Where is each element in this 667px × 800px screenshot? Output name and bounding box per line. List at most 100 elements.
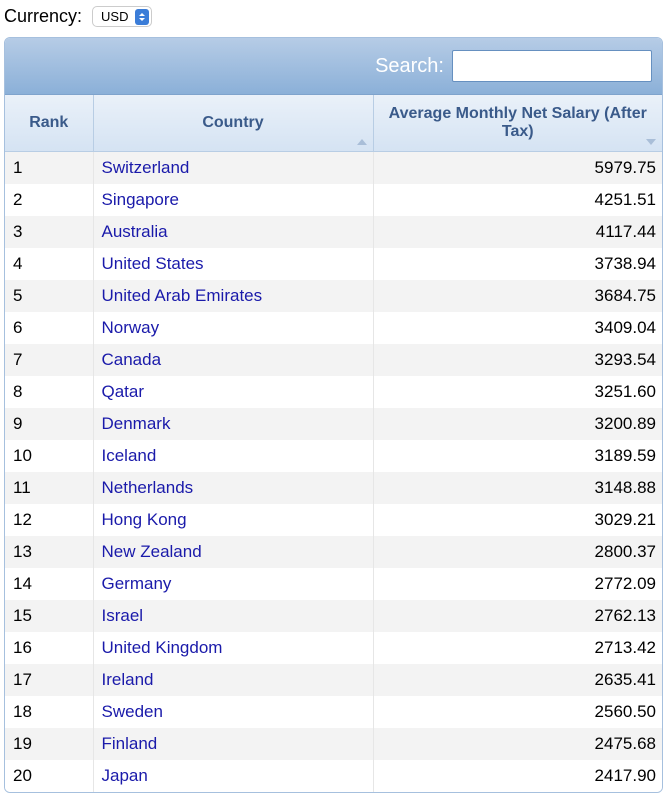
salary-cell: 3200.89 bbox=[373, 408, 662, 440]
rank-cell: 8 bbox=[5, 376, 93, 408]
country-link[interactable]: Finland bbox=[102, 734, 158, 753]
country-link[interactable]: United Arab Emirates bbox=[102, 286, 263, 305]
table-row: 18Sweden2560.50 bbox=[5, 696, 662, 728]
table-body: 1Switzerland5979.752Singapore4251.513Aus… bbox=[5, 152, 662, 793]
country-link[interactable]: Japan bbox=[102, 766, 148, 785]
salary-cell: 2417.90 bbox=[373, 760, 662, 792]
salary-cell: 2800.37 bbox=[373, 536, 662, 568]
country-cell: Netherlands bbox=[93, 472, 373, 504]
salary-cell: 2475.68 bbox=[373, 728, 662, 760]
country-link[interactable]: Israel bbox=[102, 606, 144, 625]
country-cell: New Zealand bbox=[93, 536, 373, 568]
country-cell: Ireland bbox=[93, 664, 373, 696]
salary-cell: 4117.44 bbox=[373, 216, 662, 248]
country-cell: United Kingdom bbox=[93, 632, 373, 664]
salary-cell: 3029.21 bbox=[373, 504, 662, 536]
country-link[interactable]: Hong Kong bbox=[102, 510, 187, 529]
rank-cell: 14 bbox=[5, 568, 93, 600]
header-text-country: Country bbox=[202, 114, 263, 131]
table-row: 8 Qatar 3251.60 bbox=[5, 376, 662, 408]
country-cell: Germany bbox=[93, 568, 373, 600]
country-cell: Japan bbox=[93, 760, 373, 792]
column-header-rank[interactable]: Rank bbox=[5, 95, 93, 152]
table-row: 13 New Zealand 2800.37 bbox=[5, 536, 662, 568]
country-link[interactable]: Qatar bbox=[102, 382, 145, 401]
country-link[interactable]: Denmark bbox=[102, 414, 171, 433]
table-row: 9 Denmark 3200.89 bbox=[5, 408, 662, 440]
country-cell: Switzerland bbox=[93, 152, 373, 185]
country-cell: Finland bbox=[93, 728, 373, 760]
country-link[interactable]: United Kingdom bbox=[102, 638, 223, 657]
table-row: 5United Arab Emirates3684.75 bbox=[5, 280, 662, 312]
salary-cell: 2713.42 bbox=[373, 632, 662, 664]
sort-up-icon bbox=[357, 139, 367, 145]
table-row: 11Netherlands3148.88 bbox=[5, 472, 662, 504]
rank-cell: 9 bbox=[5, 408, 93, 440]
rank-cell: 15 bbox=[5, 600, 93, 632]
country-cell: Denmark bbox=[93, 408, 373, 440]
country-link[interactable]: Canada bbox=[102, 350, 162, 369]
currency-label: Currency: bbox=[4, 6, 82, 27]
rank-cell: 17 bbox=[5, 664, 93, 696]
search-input[interactable] bbox=[452, 50, 652, 82]
country-cell: Qatar bbox=[93, 376, 373, 408]
rank-cell: 7 bbox=[5, 344, 93, 376]
country-cell: Norway bbox=[93, 312, 373, 344]
salary-cell: 3738.94 bbox=[373, 248, 662, 280]
table-container: Search: Rank Country Average Monthly Net… bbox=[4, 37, 663, 793]
country-link[interactable]: Netherlands bbox=[102, 478, 194, 497]
country-link[interactable]: United States bbox=[102, 254, 204, 273]
column-header-country[interactable]: Country bbox=[93, 95, 373, 152]
salary-cell: 3684.75 bbox=[373, 280, 662, 312]
country-link[interactable]: Sweden bbox=[102, 702, 163, 721]
rank-cell: 12 bbox=[5, 504, 93, 536]
country-link[interactable]: Norway bbox=[102, 318, 160, 337]
country-cell: Hong Kong bbox=[93, 504, 373, 536]
rank-cell: 6 bbox=[5, 312, 93, 344]
salary-cell: 3409.04 bbox=[373, 312, 662, 344]
salary-cell: 4251.51 bbox=[373, 184, 662, 216]
header-text-rank: Rank bbox=[29, 114, 68, 131]
currency-select-wrap: USD bbox=[92, 6, 152, 27]
country-link[interactable]: Switzerland bbox=[102, 158, 190, 177]
table-row: 14 Germany 2772.09 bbox=[5, 568, 662, 600]
search-label: Search: bbox=[375, 55, 444, 78]
currency-select[interactable]: USD bbox=[92, 6, 152, 27]
country-cell: Canada bbox=[93, 344, 373, 376]
table-row: 17 Ireland 2635.41 bbox=[5, 664, 662, 696]
rank-cell: 19 bbox=[5, 728, 93, 760]
country-cell: United Arab Emirates bbox=[93, 280, 373, 312]
header-row: Rank Country Average Monthly Net Salary … bbox=[5, 95, 662, 152]
rank-cell: 4 bbox=[5, 248, 93, 280]
country-link[interactable]: Iceland bbox=[102, 446, 157, 465]
salary-cell: 3189.59 bbox=[373, 440, 662, 472]
country-link[interactable]: Australia bbox=[102, 222, 168, 241]
rank-cell: 16 bbox=[5, 632, 93, 664]
country-cell: Singapore bbox=[93, 184, 373, 216]
country-link[interactable]: Ireland bbox=[102, 670, 154, 689]
rank-cell: 18 bbox=[5, 696, 93, 728]
table-row: 16 United Kingdom 2713.42 bbox=[5, 632, 662, 664]
table-row: 20 Japan 2417.90 bbox=[5, 760, 662, 792]
table-row: 7 Canada 3293.54 bbox=[5, 344, 662, 376]
country-cell: Sweden bbox=[93, 696, 373, 728]
salary-cell: 3251.60 bbox=[373, 376, 662, 408]
country-link[interactable]: Singapore bbox=[102, 190, 180, 209]
table-head: Rank Country Average Monthly Net Salary … bbox=[5, 95, 662, 152]
country-link[interactable]: Germany bbox=[102, 574, 172, 593]
country-link[interactable]: New Zealand bbox=[102, 542, 202, 561]
salary-cell: 2772.09 bbox=[373, 568, 662, 600]
column-header-salary[interactable]: Average Monthly Net Salary (After Tax) bbox=[373, 95, 662, 152]
rank-cell: 20 bbox=[5, 760, 93, 792]
rank-cell: 11 bbox=[5, 472, 93, 504]
rank-cell: 2 bbox=[5, 184, 93, 216]
salary-cell: 3293.54 bbox=[373, 344, 662, 376]
table-row: 2 Singapore 4251.51 bbox=[5, 184, 662, 216]
salary-cell: 5979.75 bbox=[373, 152, 662, 185]
table-row: 4 United States 3738.94 bbox=[5, 248, 662, 280]
rank-cell: 13 bbox=[5, 536, 93, 568]
country-cell: Israel bbox=[93, 600, 373, 632]
table-row: 6 Norway 3409.04 bbox=[5, 312, 662, 344]
salary-cell: 2635.41 bbox=[373, 664, 662, 696]
salary-table: Rank Country Average Monthly Net Salary … bbox=[5, 95, 662, 792]
